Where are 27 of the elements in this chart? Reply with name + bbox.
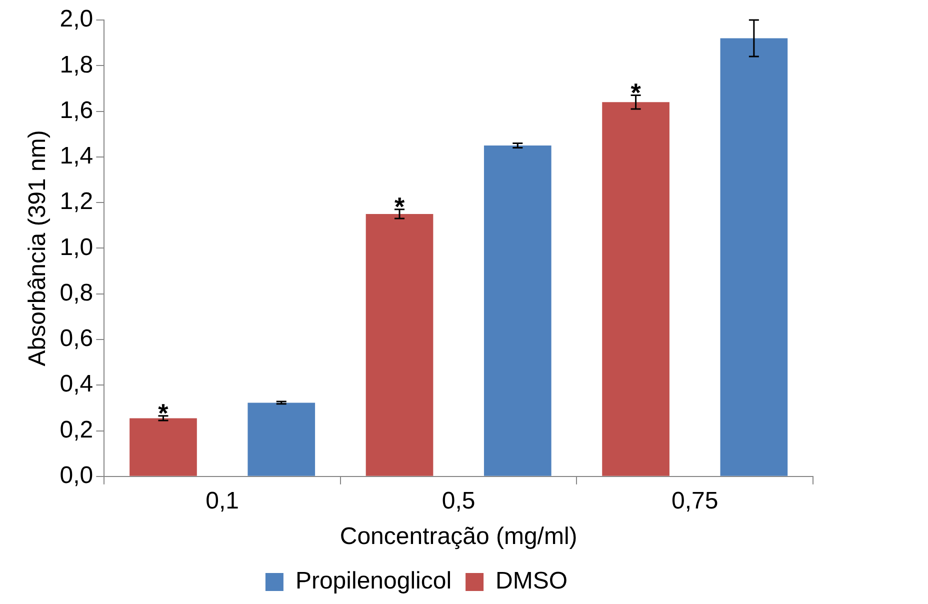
- legend-label: Propilenoglicol: [295, 568, 452, 595]
- y-axis-title: Absorbância (391 nm): [24, 130, 52, 366]
- y-tick-label: 1,2: [60, 188, 94, 216]
- x-tick-label: 0,5: [442, 487, 476, 514]
- y-tick-label: 1,8: [60, 51, 94, 78]
- x-axis-title: Concentração (mg/ml): [340, 523, 578, 550]
- x-tick-label: 0,75: [672, 487, 718, 514]
- data-label: *: [630, 77, 642, 108]
- y-tick-label: 1,6: [60, 96, 94, 124]
- y-tick-label: 0,2: [60, 416, 94, 444]
- bar: [720, 38, 788, 476]
- y-tick-label: 1,0: [60, 234, 94, 261]
- y-tick-label: 2,0: [60, 6, 94, 33]
- bar: [484, 146, 552, 476]
- bar: [130, 418, 197, 476]
- bar: [248, 402, 316, 476]
- y-tick-label: 0,0: [60, 462, 94, 490]
- bar: [366, 214, 434, 476]
- data-label: *: [394, 191, 406, 222]
- y-tick-label: 0,4: [60, 370, 94, 398]
- bar: [602, 102, 670, 476]
- y-tick-label: 0,8: [60, 279, 94, 306]
- y-tick-label: 1,4: [60, 142, 94, 170]
- x-tick-label: 0,1: [206, 487, 239, 514]
- data-label: *: [158, 398, 170, 428]
- legend-label: DMSO: [496, 568, 568, 595]
- y-tick-label: 0,6: [60, 325, 94, 352]
